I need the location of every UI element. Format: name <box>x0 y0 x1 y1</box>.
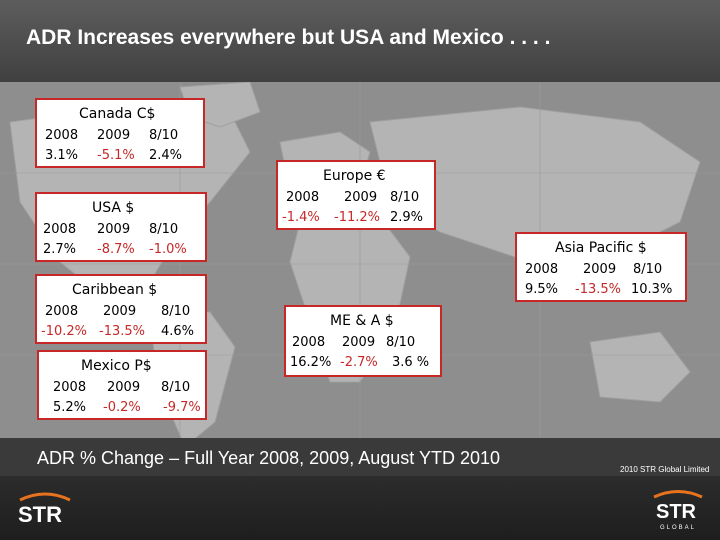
value-8-10: 2.4% <box>149 148 183 163</box>
value-8-10: 2.9% <box>390 210 424 225</box>
label-8-10: 8/10 <box>149 222 179 237</box>
region-title: Canada C$ <box>79 106 156 122</box>
label-8-10: 8/10 <box>161 380 191 395</box>
label-2008: 2008 <box>286 190 320 205</box>
value-2008: 9.5% <box>525 282 559 297</box>
region-title: ME & A $ <box>330 313 394 329</box>
value-8-10: 3.6 % <box>392 355 430 370</box>
label-2009: 2009 <box>97 128 131 143</box>
value-2008: 5.2% <box>53 400 87 415</box>
slide-footer <box>0 476 720 540</box>
label-2008: 2008 <box>45 128 79 143</box>
label-2008: 2008 <box>45 304 79 319</box>
region-box-me-a: ME & A $ 2008 2009 8/10 16.2% -2.7% 3.6 … <box>284 305 442 377</box>
value-2009: -11.2% <box>334 210 380 225</box>
label-8-10: 8/10 <box>633 262 663 277</box>
value-2008: 16.2% <box>290 355 332 370</box>
region-title: Europe € <box>323 168 386 184</box>
value-8-10: 4.6% <box>161 324 195 339</box>
str-logo-left: STR <box>18 492 71 526</box>
logo-right-text: STR <box>656 501 697 523</box>
region-box-mexico: Mexico P$ 2008 2009 8/10 5.2% -0.2% -9.7… <box>37 350 207 420</box>
copyright-text: 2010 STR Global Limited <box>620 465 710 474</box>
logo-right-subtext: GLOBAL <box>660 525 696 531</box>
label-2009: 2009 <box>107 380 141 395</box>
label-8-10: 8/10 <box>149 128 179 143</box>
region-title: USA $ <box>92 200 135 216</box>
label-2009: 2009 <box>103 304 137 319</box>
label-8-10: 8/10 <box>390 190 420 205</box>
label-2009: 2009 <box>344 190 378 205</box>
value-8-10: -1.0% <box>149 242 187 257</box>
value-2009: -2.7% <box>340 355 378 370</box>
region-title: Mexico P$ <box>81 358 152 374</box>
value-2008: -10.2% <box>41 324 87 339</box>
region-box-canada: Canada C$ 2008 2009 8/10 3.1% -5.1% 2.4% <box>35 98 205 168</box>
slide-caption: ADR % Change – Full Year 2008, 2009, Aug… <box>37 448 500 468</box>
label-2008: 2008 <box>292 335 326 350</box>
value-2009: -8.7% <box>97 242 135 257</box>
label-8-10: 8/10 <box>161 304 191 319</box>
label-2009: 2009 <box>583 262 617 277</box>
str-global-logo-right: STR GLOBAL <box>653 490 703 531</box>
caption-band <box>0 438 720 476</box>
value-2008: 2.7% <box>43 242 77 257</box>
label-2009: 2009 <box>342 335 376 350</box>
value-2009: -13.5% <box>575 282 621 297</box>
region-box-asia-pacific: Asia Pacific $ 2008 2009 8/10 9.5% -13.5… <box>515 232 687 302</box>
value-2009: -5.1% <box>97 148 135 163</box>
value-2009: -0.2% <box>103 400 141 415</box>
slide-title: ADR Increases everywhere but USA and Mex… <box>26 26 551 49</box>
logo-left-text: STR <box>18 502 62 526</box>
value-8-10: -9.7% <box>163 400 201 415</box>
label-2008: 2008 <box>43 222 77 237</box>
label-2008: 2008 <box>53 380 87 395</box>
slide-header: ADR Increases everywhere but USA and Mex… <box>0 0 720 82</box>
region-box-usa: USA $ 2008 2009 8/10 2.7% -8.7% -1.0% <box>35 192 207 262</box>
label-2008: 2008 <box>525 262 559 277</box>
value-2008: -1.4% <box>282 210 320 225</box>
region-box-europe: Europe € 2008 2009 8/10 -1.4% -11.2% 2.9… <box>276 160 436 230</box>
value-8-10: 10.3% <box>631 282 673 297</box>
region-box-caribbean: Caribbean $ 2008 2009 8/10 -10.2% -13.5%… <box>35 274 207 344</box>
value-2008: 3.1% <box>45 148 79 163</box>
value-2009: -13.5% <box>99 324 145 339</box>
label-2009: 2009 <box>97 222 131 237</box>
region-title: Caribbean $ <box>72 282 158 298</box>
region-title: Asia Pacific $ <box>555 240 647 256</box>
map-australia <box>589 331 691 403</box>
label-8-10: 8/10 <box>386 335 416 350</box>
